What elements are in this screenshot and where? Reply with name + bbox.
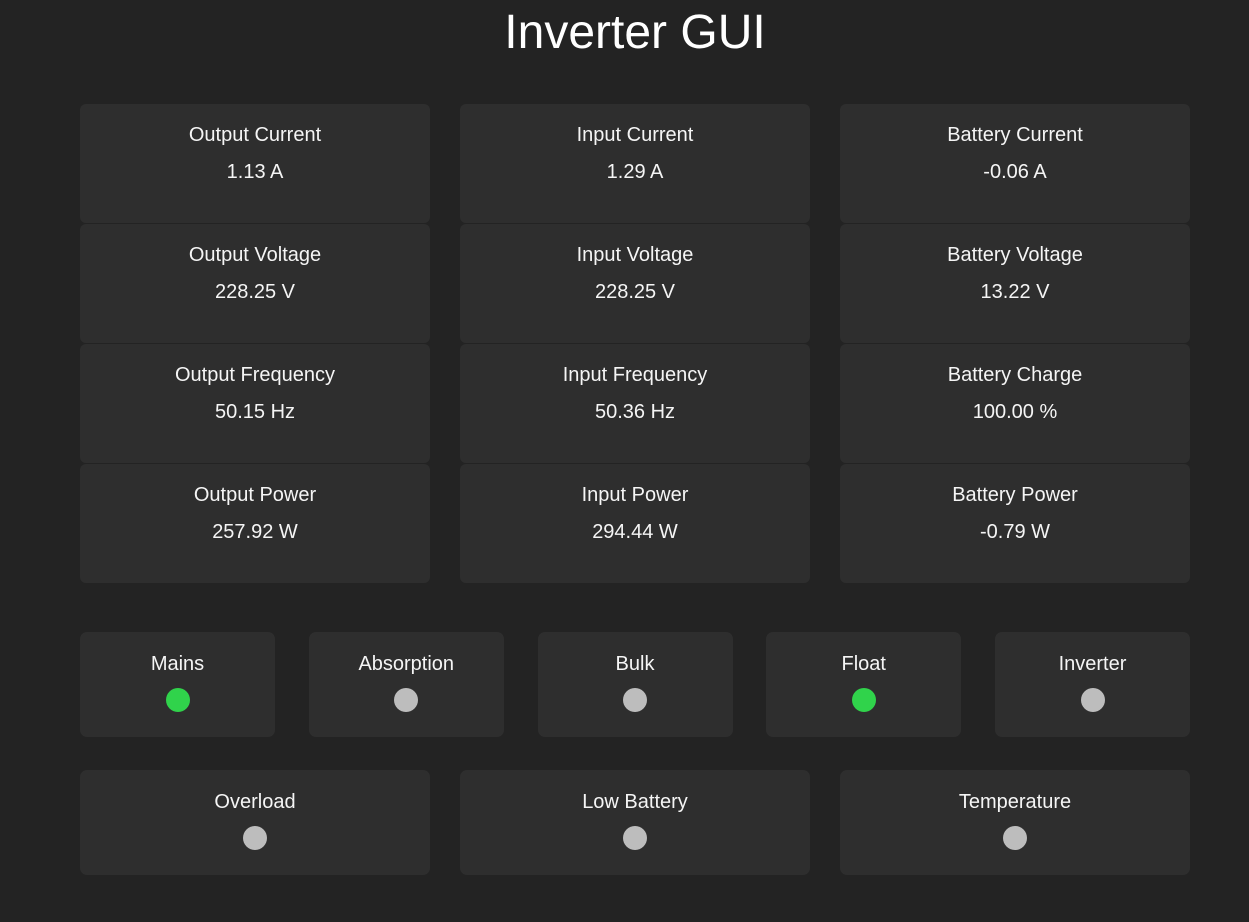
status-card-low-battery: Low Battery — [460, 770, 810, 875]
absorption-led-indicator — [394, 688, 419, 712]
status-label: Temperature — [958, 791, 1072, 813]
overload-led-indicator — [243, 826, 267, 850]
status-label: Overload — [214, 791, 296, 813]
metric-value: 100.00 % — [972, 401, 1058, 423]
metric-card-output-frequency: Output Frequency 50.15 Hz — [80, 344, 430, 463]
metric-card-battery-current: Battery Current -0.06 A — [840, 104, 1190, 223]
metric-card-output-current: Output Current 1.13 A — [80, 104, 430, 223]
metric-value: 294.44 W — [592, 521, 678, 543]
metric-label: Input Frequency — [562, 364, 708, 386]
status-label: Inverter — [1058, 653, 1127, 675]
mains-led-indicator — [165, 688, 190, 712]
metric-label: Input Current — [576, 124, 694, 146]
metric-label: Output Frequency — [174, 364, 336, 386]
metric-label: Input Voltage — [576, 244, 694, 266]
metric-value: 50.15 Hz — [214, 401, 296, 423]
metric-label: Battery Power — [952, 484, 1078, 506]
metric-label: Battery Charge — [947, 364, 1083, 386]
metric-label: Output Voltage — [188, 244, 322, 266]
dashboard-content: Output Current 1.13 A Output Voltage 228… — [80, 104, 1190, 875]
status-label: Bulk — [615, 653, 655, 675]
battery-metrics-column: Battery Current -0.06 A Battery Voltage … — [840, 104, 1190, 583]
metric-label: Battery Current — [947, 124, 1083, 146]
metric-card-battery-voltage: Battery Voltage 13.22 V — [840, 224, 1190, 343]
charger-status-row: Mains Absorption Bulk Float Inverter — [80, 632, 1190, 737]
metric-card-input-current: Input Current 1.29 A — [460, 104, 810, 223]
metric-label: Battery Voltage — [947, 244, 1083, 266]
metric-label: Output Current — [188, 124, 322, 146]
metric-value: 228.25 V — [594, 281, 676, 303]
status-label: Absorption — [358, 653, 455, 675]
metric-label: Input Power — [581, 484, 689, 506]
float-led-indicator — [851, 688, 876, 712]
alarm-status-row: Overload Low Battery Temperature — [80, 770, 1190, 875]
metric-card-input-voltage: Input Voltage 228.25 V — [460, 224, 810, 343]
metric-value: 13.22 V — [980, 281, 1050, 303]
status-label: Float — [841, 653, 886, 675]
status-card-temperature: Temperature — [840, 770, 1190, 875]
bulk-led-indicator — [623, 688, 647, 712]
metric-value: 50.36 Hz — [594, 401, 676, 423]
metric-card-battery-power: Battery Power -0.79 W — [840, 464, 1190, 583]
metric-card-output-power: Output Power 257.92 W — [80, 464, 430, 583]
status-label: Low Battery — [582, 791, 688, 813]
status-card-absorption: Absorption — [308, 632, 504, 737]
status-card-bulk: Bulk — [537, 632, 733, 737]
metrics-grid: Output Current 1.13 A Output Voltage 228… — [80, 104, 1190, 583]
metric-value: 257.92 W — [212, 521, 298, 543]
metric-card-input-power: Input Power 294.44 W — [460, 464, 810, 583]
metric-card-input-frequency: Input Frequency 50.36 Hz — [460, 344, 810, 463]
output-metrics-column: Output Current 1.13 A Output Voltage 228… — [80, 104, 430, 583]
input-metrics-column: Input Current 1.29 A Input Voltage 228.2… — [460, 104, 810, 583]
status-card-float: Float — [766, 632, 962, 737]
status-label: Mains — [150, 653, 205, 675]
metric-card-output-voltage: Output Voltage 228.25 V — [80, 224, 430, 343]
metric-card-battery-charge: Battery Charge 100.00 % — [840, 344, 1190, 463]
metric-value: -0.06 A — [983, 161, 1047, 183]
page-title: Inverter GUI — [504, 6, 766, 59]
inverter-led-indicator — [1080, 688, 1105, 712]
metric-label: Output Power — [193, 484, 317, 506]
status-card-mains: Mains — [80, 632, 275, 737]
metric-value: 1.29 A — [606, 161, 664, 183]
temperature-led-indicator — [1003, 826, 1027, 850]
status-card-overload: Overload — [80, 770, 430, 875]
low-battery-led-indicator — [623, 826, 647, 850]
metric-value: 1.13 A — [226, 161, 284, 183]
metric-value: 228.25 V — [214, 281, 296, 303]
status-card-inverter: Inverter — [995, 632, 1190, 737]
metric-value: -0.79 W — [979, 521, 1051, 543]
